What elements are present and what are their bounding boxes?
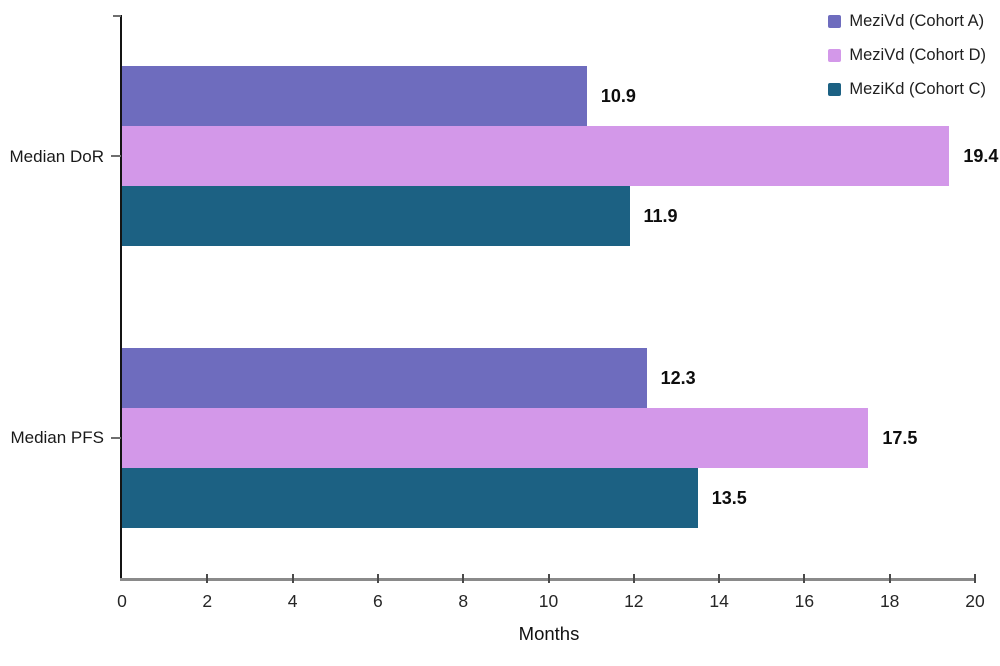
x-axis-tick bbox=[547, 574, 550, 583]
x-axis-tick-label: 0 bbox=[117, 591, 127, 611]
legend-item-mezivd-cohort-a[interactable]: MeziVd (Cohort A) bbox=[828, 10, 986, 33]
x-axis-tick bbox=[974, 574, 976, 583]
y-axis-line bbox=[120, 15, 122, 581]
x-axis-tick-label: 18 bbox=[879, 591, 900, 611]
x-axis-title: Months bbox=[518, 623, 580, 644]
bar-median-dor-series-2 bbox=[122, 186, 630, 246]
legend-label: MeziKd (Cohort C) bbox=[849, 80, 986, 98]
value-label: 11.9 bbox=[643, 206, 678, 226]
x-axis-tick bbox=[291, 574, 294, 583]
value-label: 12.3 bbox=[660, 368, 696, 388]
x-axis-tick bbox=[376, 574, 379, 583]
x-axis-tick-label: 4 bbox=[287, 591, 298, 611]
x-axis-tick-label: 2 bbox=[202, 591, 213, 611]
y-axis-cap-tick bbox=[113, 15, 121, 17]
bar-median-dor-series-1 bbox=[122, 126, 950, 186]
bar-median-pfs-series-1 bbox=[122, 408, 869, 468]
bar-median-dor-series-0 bbox=[122, 66, 587, 126]
x-axis-tick-label: 6 bbox=[373, 591, 383, 611]
y-axis-category-tick bbox=[111, 437, 121, 439]
value-label: 17.5 bbox=[882, 428, 918, 448]
category-label-median-pfs: Median PFS bbox=[10, 428, 104, 447]
legend-swatch-cohort-d bbox=[828, 49, 842, 62]
legend-swatch-cohort-c bbox=[828, 83, 842, 96]
category-label-median-dor: Median DoR bbox=[9, 147, 105, 166]
x-axis-tick-label: 14 bbox=[709, 591, 729, 611]
x-axis-tick bbox=[206, 574, 209, 583]
x-axis-tick bbox=[632, 574, 635, 583]
x-axis-tick bbox=[718, 574, 721, 583]
x-axis-tick-label: 20 bbox=[965, 591, 985, 611]
legend-label: MeziVd (Cohort A) bbox=[849, 12, 985, 30]
x-axis-tick-label: 10 bbox=[538, 591, 559, 611]
legend-item-mezivd-cohort-d[interactable]: MeziVd (Cohort D) bbox=[828, 44, 986, 67]
value-label: 13.5 bbox=[711, 488, 747, 508]
bar-median-pfs-series-2 bbox=[122, 468, 698, 528]
x-axis-tick-label: 12 bbox=[624, 591, 644, 611]
legend-item-mezikd-cohort-c[interactable]: MeziKd (Cohort C) bbox=[828, 78, 986, 101]
legend: MeziVd (Cohort A) MeziVd (Cohort D) Mezi… bbox=[828, 10, 986, 112]
value-label: 19.4 bbox=[963, 146, 999, 166]
x-axis-tick-label: 8 bbox=[458, 591, 469, 611]
legend-swatch-cohort-a bbox=[828, 15, 842, 28]
y-axis-category-tick bbox=[111, 155, 121, 157]
x-axis-tick bbox=[462, 574, 465, 583]
x-axis-tick bbox=[888, 574, 891, 583]
value-label: 10.9 bbox=[600, 86, 636, 106]
bar-median-pfs-series-0 bbox=[122, 348, 647, 408]
x-axis-tick bbox=[803, 574, 806, 583]
x-axis-tick-label: 16 bbox=[794, 591, 815, 611]
legend-label: MeziVd (Cohort D) bbox=[849, 46, 986, 64]
